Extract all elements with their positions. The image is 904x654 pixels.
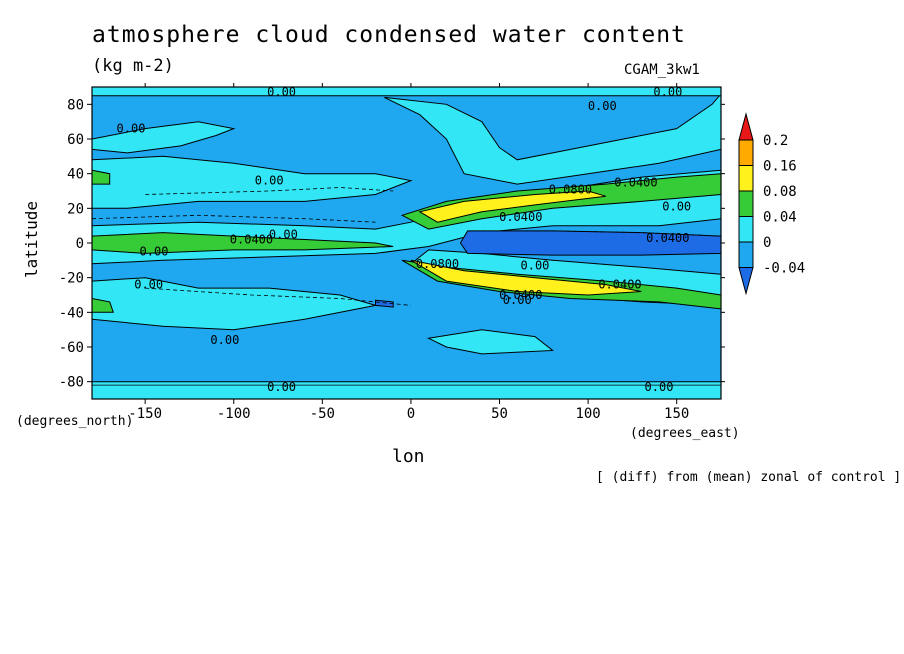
contour-label: 0.00 [267, 380, 296, 394]
contour-label: 0.0400 [230, 233, 273, 247]
colorbar-box [738, 241, 754, 268]
contour-label: 0.0400 [646, 231, 689, 245]
contour-line-dashed-subtropic [92, 214, 376, 223]
y-axis-units: (degrees_north) [16, 414, 134, 429]
contour-label: 0.0400 [614, 175, 657, 189]
contour-label: 0.0400 [499, 288, 542, 302]
contour-label: 0.00 [267, 85, 296, 99]
colorbar-label: 0.04 [763, 210, 797, 226]
region-sh-yellow-core [410, 259, 642, 296]
contour-label: 0.00 [269, 227, 298, 241]
x-tick-label: 150 [664, 406, 689, 422]
region-nh-cyan-west [92, 121, 236, 154]
contour-label: 0.00 [653, 85, 682, 99]
region-negative-blue-small [375, 299, 394, 308]
chart-title: atmosphere cloud condensed water content [92, 22, 686, 48]
colorbar-label: 0.08 [763, 184, 797, 200]
colorbar-arrow-bottom [738, 267, 754, 296]
x-tick-label: 50 [491, 406, 508, 422]
region-north-pole-cyan [92, 87, 721, 97]
chart-units: (kg m-2) [92, 56, 174, 76]
contour-label: 0.00 [140, 245, 169, 259]
x-tick-label: 0 [407, 406, 415, 422]
contour-line-dashed-sh [145, 287, 411, 306]
y-tick-label: 0 [76, 236, 84, 252]
y-tick-label: -60 [59, 340, 84, 356]
region-nh-yellow-core [418, 190, 606, 223]
model-name: CGAM_3kw1 [624, 62, 700, 78]
region-nh-cyan-east [384, 93, 721, 185]
y-tick-label: 20 [67, 201, 84, 217]
y-tick-label: 60 [67, 132, 84, 148]
contour-label: 0.0800 [549, 182, 592, 196]
colorbar-box [738, 139, 754, 166]
contour-label: 0.0400 [598, 278, 641, 292]
region-green-sw-edge [92, 297, 115, 313]
difference-note: [ (diff) from (mean) zonal of control ] [596, 470, 902, 485]
x-tick-label: -50 [310, 406, 335, 422]
colorbar-box [738, 190, 754, 217]
colorbar-label: 0.16 [763, 159, 797, 175]
contour-label: 0.00 [210, 333, 239, 347]
x-tick-label: -150 [128, 406, 162, 422]
colorbar-box [738, 165, 754, 192]
x-tick-label: -100 [217, 406, 251, 422]
contour-label: 0.00 [117, 122, 146, 136]
colorbar-label: 0.2 [763, 133, 788, 149]
contour-label: 0.00 [134, 278, 163, 292]
contour-label: 0.0400 [499, 210, 542, 224]
x-axis-units: (degrees_east) [630, 426, 740, 441]
y-tick-label: -40 [59, 305, 84, 321]
region-green-nw-edge [92, 169, 111, 185]
colorbar-arrow-top [738, 112, 754, 141]
y-tick-label: -20 [59, 271, 84, 287]
y-tick-label: -80 [59, 375, 84, 391]
contour-label: 0.00 [521, 259, 550, 273]
contour-label: 0.00 [255, 174, 284, 188]
colorbar-label: -0.04 [763, 261, 805, 277]
contour-label: 0.00 [588, 99, 617, 113]
x-axis-label: lon [392, 446, 425, 467]
contour-label: 0.0800 [416, 257, 459, 271]
contour-label: 0.00 [503, 293, 532, 307]
y-tick-label: 80 [67, 97, 84, 113]
y-tick-label: 40 [67, 167, 84, 183]
colorbar-label: 0 [763, 235, 771, 251]
region-south-pole-cyan [92, 381, 721, 399]
contour-label: 0.00 [662, 200, 691, 214]
region-itcz-green [92, 232, 394, 254]
contour-line-negative-edge [467, 230, 721, 237]
colorbar-box [738, 216, 754, 243]
field-regions [92, 87, 721, 399]
region-sh-cyan-patch [426, 329, 555, 355]
x-tick-label: 100 [575, 406, 600, 422]
contour-label: 0.00 [645, 380, 674, 394]
region-nh-midlat-cyan [92, 155, 413, 209]
